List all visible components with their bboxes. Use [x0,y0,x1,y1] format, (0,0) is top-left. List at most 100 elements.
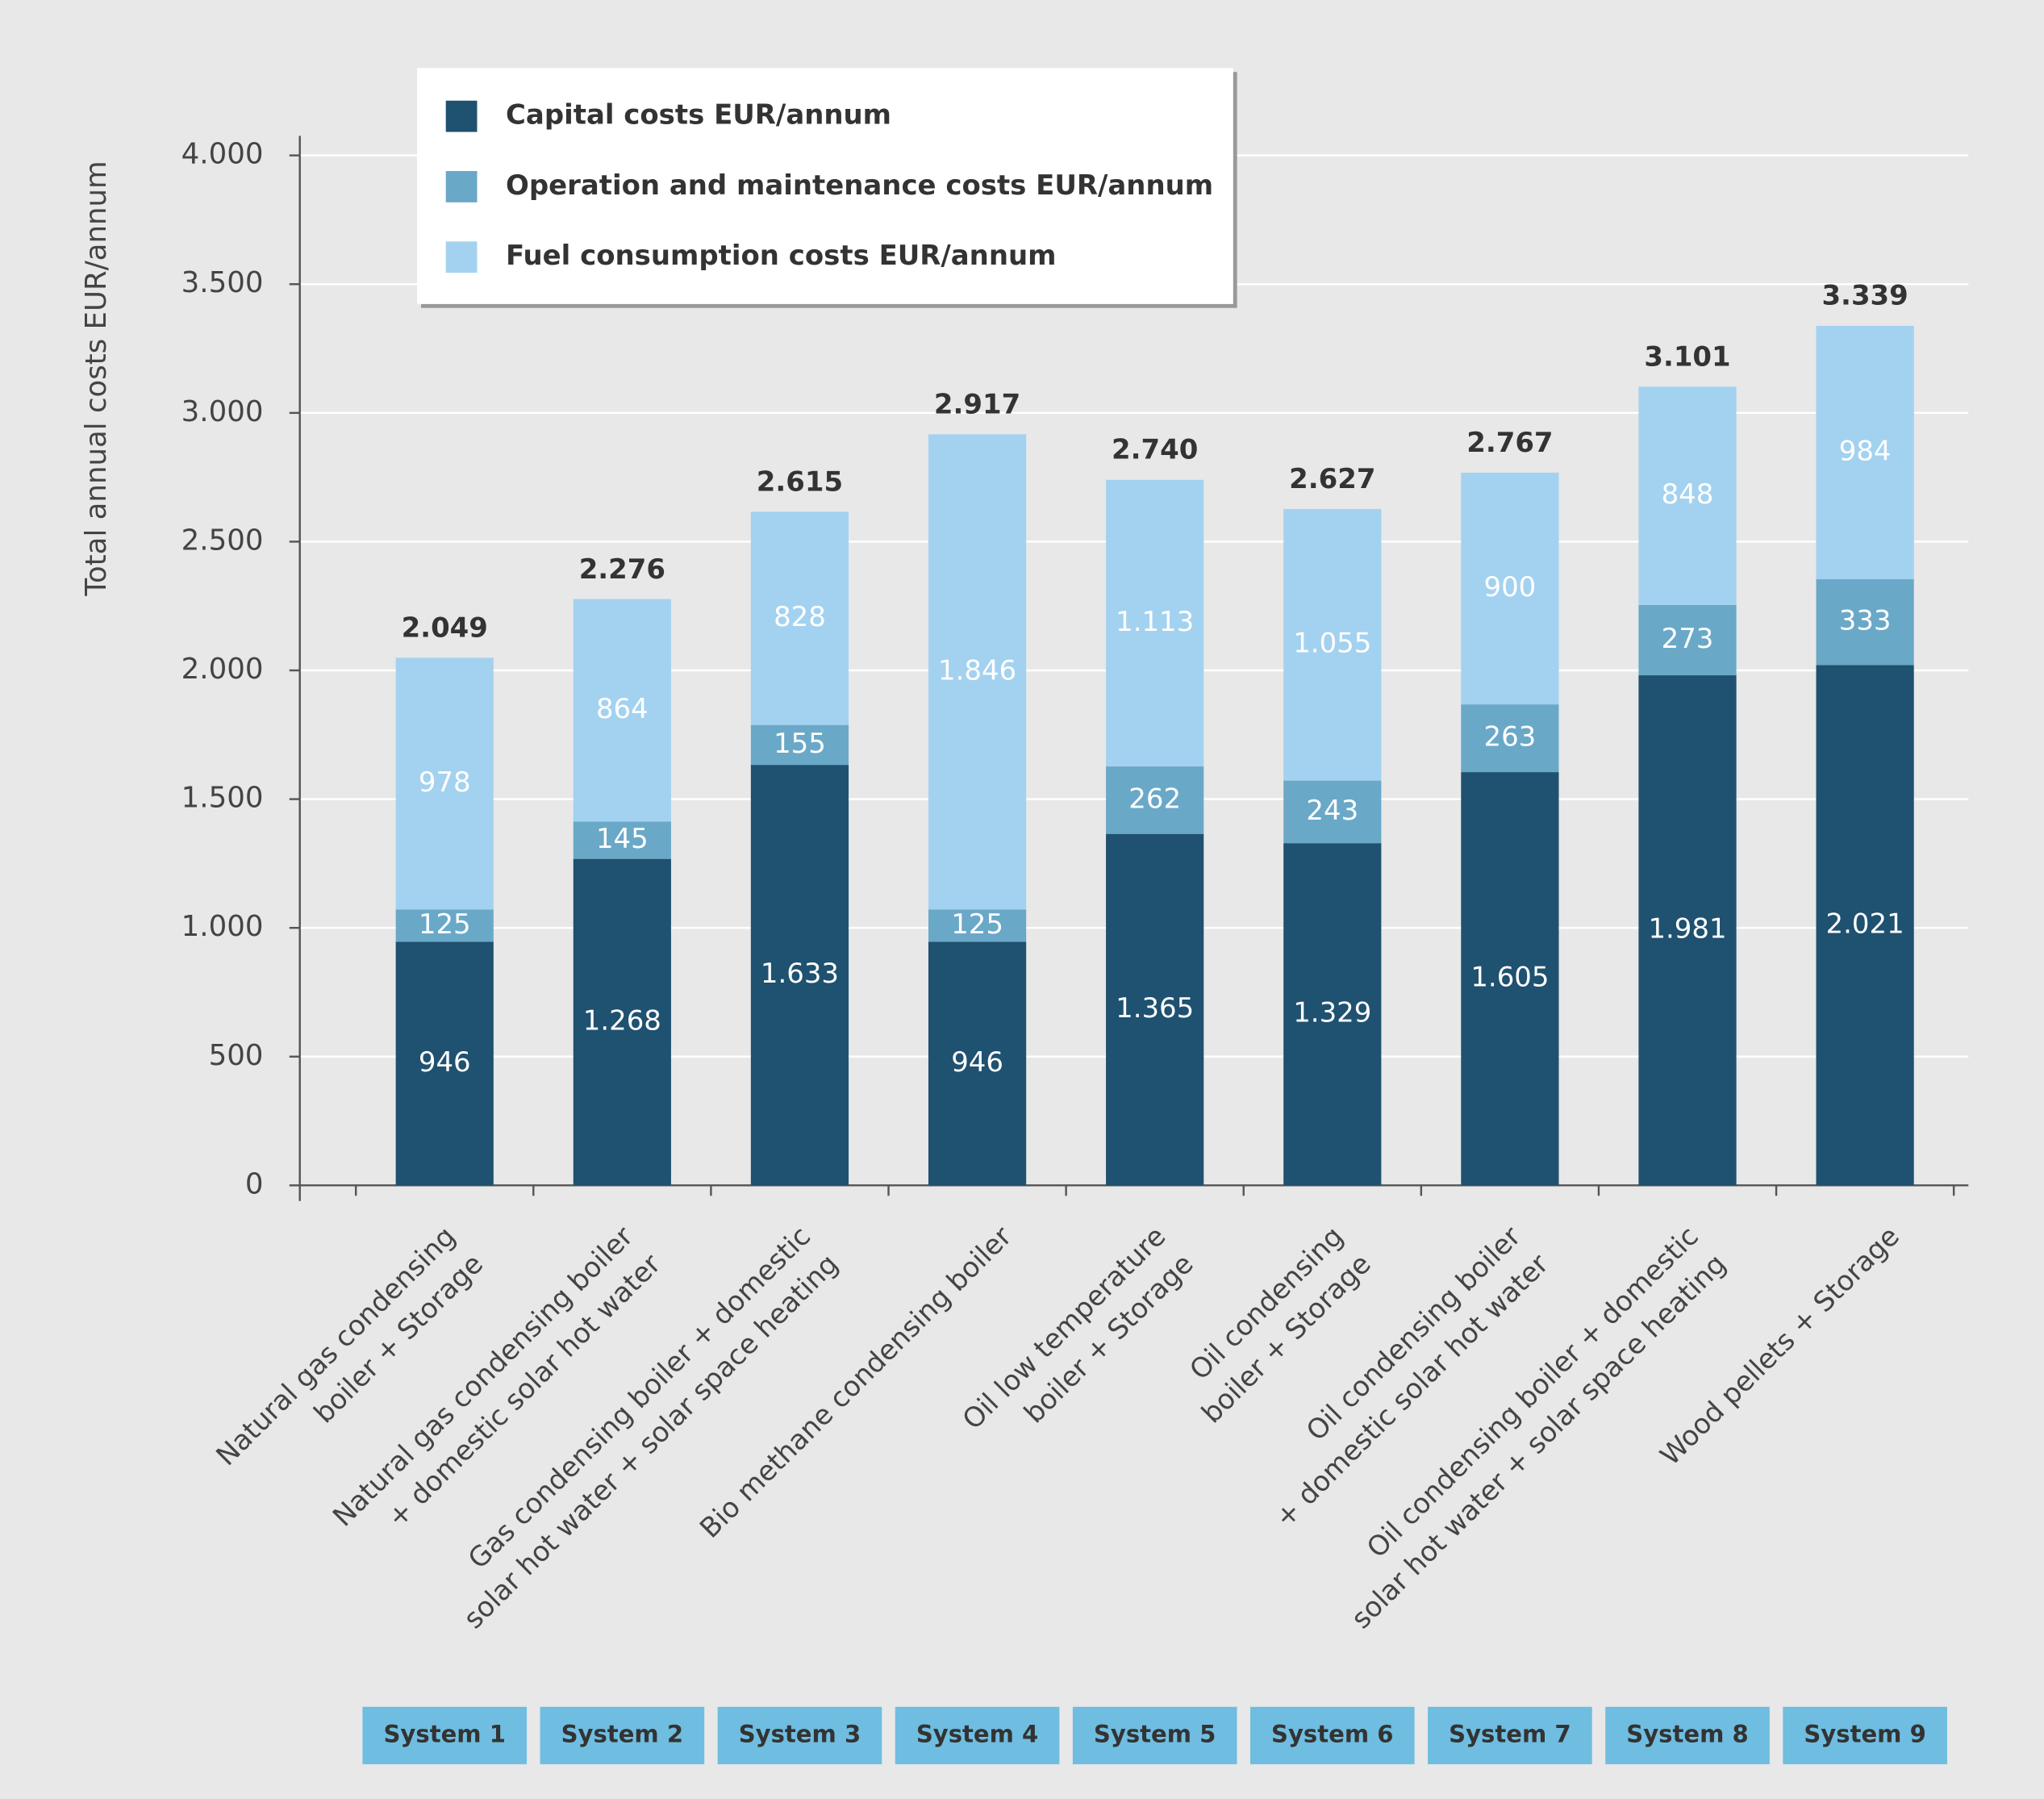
value-label: 1.055 [1293,628,1371,660]
total-label: 3.339 [1821,281,1908,312]
y-tick-label: 2.500 [181,524,264,557]
system-label: System 3 [739,1720,861,1747]
bar-segment [395,941,494,1186]
bar-segment [928,909,1027,942]
value-label: 273 [1662,624,1714,655]
bar-segment [1461,472,1559,705]
value-label: 828 [774,602,826,633]
bar-segment [1283,508,1382,781]
bar-segment [750,724,849,766]
value-label: 263 [1484,722,1537,753]
system-box [1072,1706,1237,1764]
system-box [1605,1706,1770,1764]
bar-segment [1461,704,1559,773]
y-tick-label: 1.000 [181,910,264,943]
value-label: 1.365 [1116,993,1194,1025]
legend-swatch [445,100,478,132]
y-tick-label: 4.000 [181,138,264,171]
total-label: 2.049 [402,612,488,644]
y-tick-label: 2.000 [181,653,264,686]
bar-segment [1816,579,1914,666]
total-label: 2.276 [579,554,665,586]
system-box [1428,1706,1592,1764]
value-label: 984 [1839,436,1892,467]
value-label: 243 [1306,795,1358,827]
value-label: 2.021 [1826,908,1904,940]
total-label: 2.615 [757,467,843,499]
value-label: 333 [1839,606,1892,637]
system-label: System 7 [1449,1720,1571,1747]
y-tick-label: 0 [245,1167,264,1200]
total-label: 2.767 [1466,428,1553,459]
bar-segment [1816,325,1914,580]
bar-segment [750,511,849,725]
value-label: 1.113 [1116,607,1194,638]
value-label: 1.981 [1648,914,1726,945]
bar-segment [928,434,1027,910]
value-label: 900 [1484,572,1537,603]
bar-segment [1638,386,1737,605]
legend [417,68,1233,304]
system-box [1249,1706,1415,1764]
value-label: 1.605 [1470,962,1549,994]
system-box [540,1706,705,1764]
bar-segment [1106,833,1204,1186]
bar-segment [928,941,1027,1186]
system-box [1783,1706,1947,1764]
bar-segment [1283,843,1382,1186]
y-tick-label: 1.500 [181,782,264,815]
bar-segment [395,909,494,942]
bar-segment [1461,772,1559,1186]
value-label: 145 [596,824,649,855]
bar-segment [1106,766,1204,834]
y-axis-label: Total annual costs EUR/annum [80,161,113,596]
total-label: 2.740 [1112,435,1198,466]
bar-segment [1638,675,1737,1186]
value-label: 946 [951,1047,1003,1079]
value-label: 848 [1662,479,1714,511]
y-tick-label: 3.000 [181,395,264,428]
total-label: 2.917 [934,389,1020,420]
legend-label: Operation and maintenance costs EUR/annu… [506,170,1213,202]
legend-swatch [445,241,478,273]
value-label: 978 [419,767,471,799]
total-label: 2.627 [1289,464,1375,495]
legend-swatch [445,171,478,202]
system-box [895,1706,1060,1764]
value-label: 1.633 [761,958,839,990]
y-tick-label: 3.500 [181,266,264,299]
y-tick-label: 500 [209,1039,264,1072]
bar-segment [395,657,494,910]
value-label: 1.846 [938,655,1016,687]
bar-segment [1283,780,1382,844]
system-box [362,1706,528,1764]
bar-segment [750,765,849,1186]
value-label: 155 [774,728,826,760]
system-label: System 4 [916,1720,1038,1747]
system-label: System 9 [1804,1720,1925,1747]
value-label: 864 [596,694,649,725]
system-label: System 6 [1271,1720,1393,1747]
system-label: System 5 [1094,1720,1216,1747]
system-box [717,1706,882,1764]
value-label: 946 [419,1047,471,1079]
system-label: System 1 [383,1720,505,1747]
system-label: System 2 [561,1720,683,1747]
value-label: 1.329 [1293,998,1371,1029]
bar-segment [573,821,671,859]
legend-label: Capital costs EUR/annum [506,100,891,131]
value-label: 125 [951,909,1003,941]
value-label: 1.268 [583,1005,661,1037]
value-label: 125 [419,909,471,941]
bar-segment [573,858,671,1186]
bar-segment [573,599,671,822]
total-label: 3.101 [1644,342,1730,374]
bar-segment [1816,665,1914,1186]
legend-label: Fuel consumption costs EUR/annum [506,240,1056,272]
bar-segment [1638,604,1737,676]
value-label: 262 [1128,783,1181,815]
system-label: System 8 [1626,1720,1748,1747]
bar-segment [1106,479,1204,767]
